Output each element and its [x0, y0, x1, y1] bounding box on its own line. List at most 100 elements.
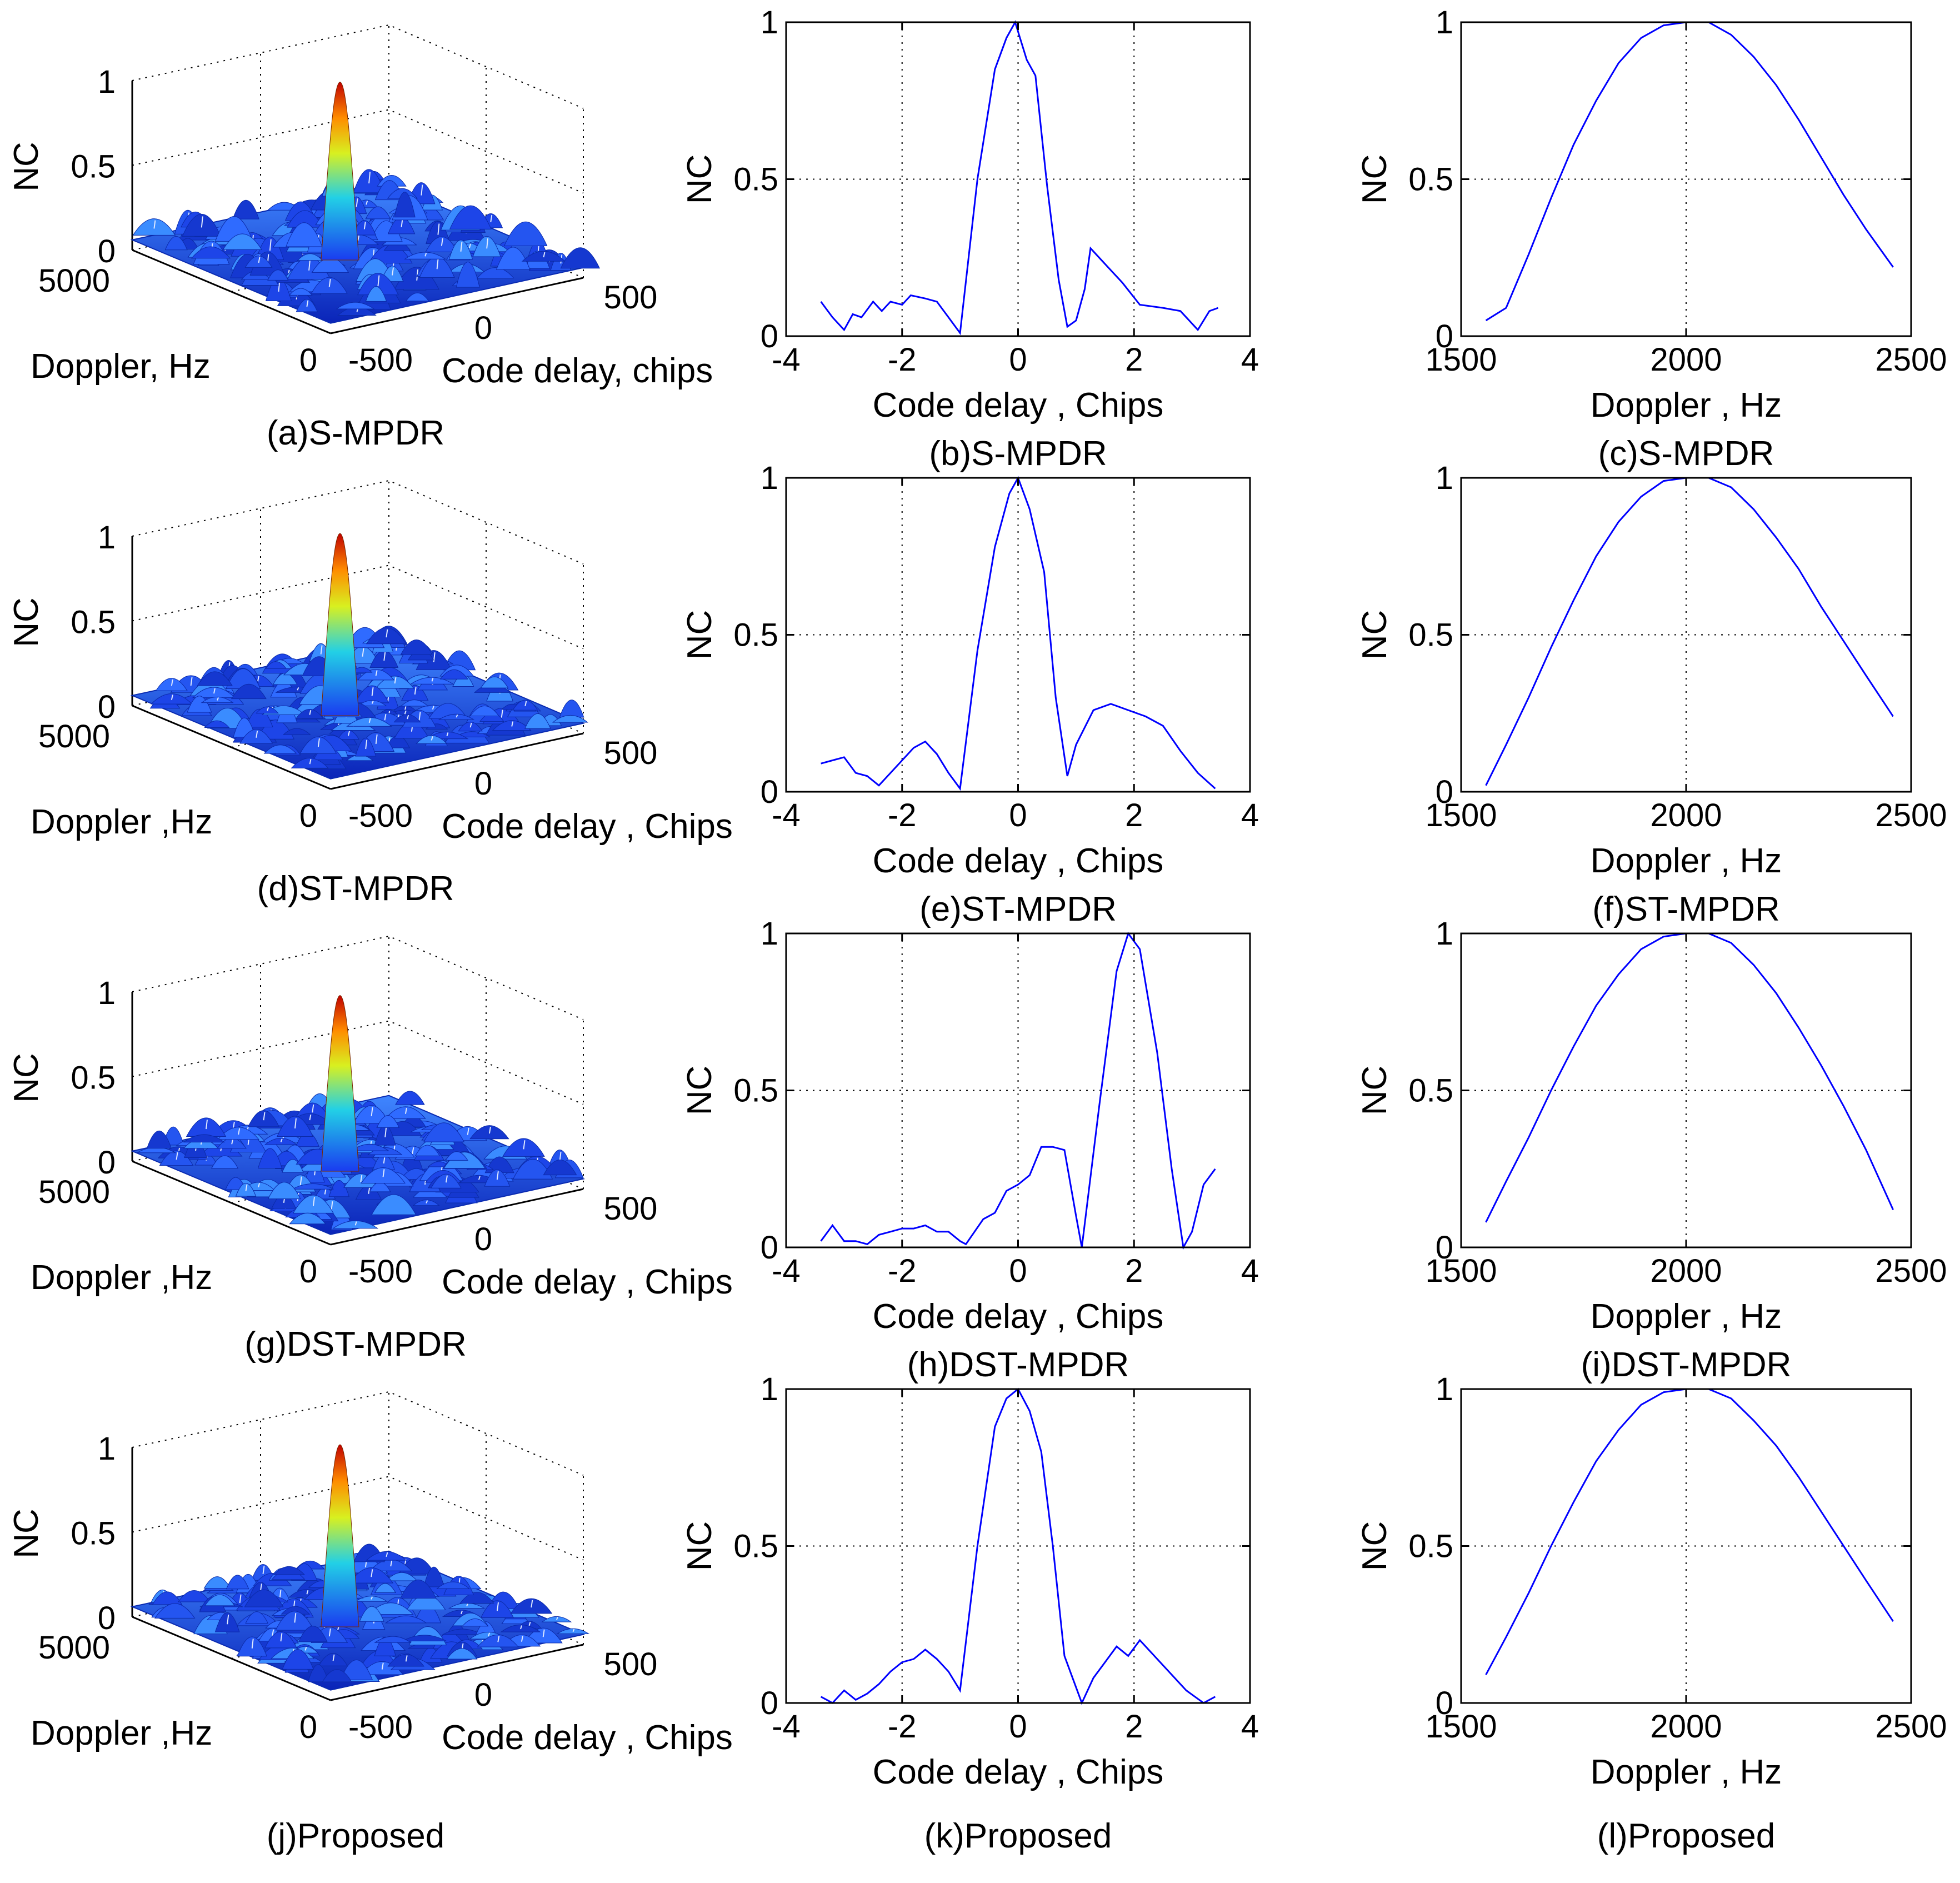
- surface-highlight: [360, 1175, 363, 1182]
- grid-line-z: [132, 1476, 584, 1561]
- surface-bump: [154, 1603, 196, 1619]
- x-tick-label: -4: [772, 1253, 801, 1289]
- surface-highlight: [328, 1628, 331, 1637]
- surface-bump: [191, 246, 231, 259]
- x-tick-label: 2: [1125, 1253, 1143, 1289]
- surface-highlight: [496, 1602, 499, 1611]
- y-tick-label: -500: [348, 342, 413, 378]
- surface-highlight: [421, 184, 423, 196]
- surface-bump: [365, 206, 391, 219]
- z-axis-label: NC: [7, 597, 46, 647]
- surface-highlight: [383, 652, 386, 661]
- surface-highlight: [317, 738, 320, 747]
- surface-highlight: [356, 198, 358, 207]
- y-tick-label: 0.5: [1408, 1073, 1453, 1109]
- surface-highlight: [320, 645, 323, 655]
- surface-highlight: [309, 710, 312, 715]
- y-tick-label: 0: [474, 310, 492, 346]
- z-tick-label: 0: [98, 233, 116, 269]
- y-tick-label: 0.5: [733, 162, 778, 198]
- x-tick-label: 4: [1241, 1253, 1259, 1289]
- x-tick-label: -2: [888, 1709, 917, 1745]
- x-axis-label: Code delay , Chips: [873, 1753, 1164, 1791]
- surface-highlight: [426, 1200, 428, 1204]
- surface-bump: [298, 1626, 328, 1642]
- surface-highlight: [331, 1201, 333, 1211]
- subplot-caption: (c)S-MPDR: [1598, 434, 1774, 473]
- surface-highlight: [394, 677, 397, 684]
- surface-bump: [400, 640, 433, 655]
- surface-highlight: [418, 712, 421, 721]
- surface-highlight: [424, 252, 427, 257]
- surface-highlight: [238, 1128, 241, 1135]
- surface-bump: [405, 292, 429, 302]
- y-axis-label: NC: [681, 1521, 719, 1571]
- y-axis-label: NC: [1356, 154, 1394, 204]
- series-line: [820, 1387, 1216, 1705]
- y-tick-label: 1: [1436, 916, 1453, 952]
- x-tick-label: 2000: [1650, 1253, 1722, 1289]
- surface-highlight: [407, 715, 409, 720]
- x-axis-label: Doppler , Hz: [1591, 1297, 1782, 1336]
- y-axis-line: [330, 277, 584, 334]
- grid-line-z: [132, 1391, 584, 1476]
- series-line: [821, 476, 1216, 791]
- correlation-peak: [321, 533, 359, 716]
- surface-highlight: [414, 686, 417, 695]
- x-axis-label: Doppler, Hz: [31, 347, 211, 386]
- surface-highlight: [309, 1114, 312, 1121]
- surface-highlight: [542, 1629, 545, 1637]
- surface-highlight: [456, 714, 458, 718]
- x-axis-label: Code delay , Chips: [873, 1297, 1164, 1336]
- x-tick-label: 2: [1125, 797, 1143, 833]
- surface-highlight: [469, 722, 472, 728]
- surface-highlight: [521, 1636, 523, 1642]
- surface-highlight: [269, 239, 272, 251]
- surface-highlight: [306, 300, 309, 307]
- x-tick-label: -4: [772, 797, 801, 833]
- surface-highlight: [332, 1654, 335, 1661]
- surface-bump: [267, 1182, 301, 1200]
- x-tick-label: -2: [888, 342, 917, 378]
- surface-bump: [204, 720, 230, 728]
- surface-bump: [423, 1122, 465, 1142]
- y-tick-label: 1: [761, 1371, 778, 1407]
- grid-line-z: [132, 24, 584, 109]
- x-axis-line: [132, 1616, 331, 1701]
- surface-highlight: [308, 259, 311, 271]
- z-axis-label: NC: [7, 142, 46, 192]
- x-axis-label: Doppler , Hz: [1591, 1753, 1782, 1791]
- surface-highlight: [460, 242, 463, 252]
- surface-highlight: [366, 201, 368, 205]
- chart-h: -4 -2 0 2 4 0 0.5 1 Code delay , Chips NC (h)DST-M…: [681, 916, 1259, 1384]
- surface-highlight: [259, 1584, 262, 1591]
- x-tick-label: 2500: [1875, 797, 1947, 833]
- surface-highlight: [446, 732, 449, 736]
- surface-bump: [449, 205, 492, 229]
- surface-highlight: [272, 1629, 274, 1636]
- surface-bump: [384, 1615, 427, 1624]
- surface-bump: [400, 700, 429, 707]
- surface-highlight: [375, 670, 378, 676]
- surface-highlight: [437, 223, 440, 235]
- surface-highlight: [386, 1552, 388, 1557]
- x-tick-label: 0: [299, 1709, 317, 1745]
- x-tick-label: 1500: [1425, 1709, 1497, 1745]
- z-tick-label: 1: [98, 520, 116, 556]
- x-tick-label: 2500: [1875, 342, 1947, 378]
- grid-line-z: [132, 565, 584, 650]
- surface-highlight: [294, 1613, 297, 1623]
- surface-highlight: [267, 707, 269, 711]
- y-tick-label: 1: [1436, 1371, 1453, 1407]
- surface-bump: [365, 286, 387, 302]
- y-tick-label: 1: [761, 916, 778, 952]
- surface-bump: [232, 200, 259, 219]
- surface-highlight: [348, 731, 350, 736]
- x-axis-label: Doppler , Hz: [1591, 842, 1782, 880]
- x-tick-label: 5000: [38, 718, 110, 755]
- grid-line-z: [132, 935, 584, 1020]
- z-tick-label: 1: [98, 975, 116, 1011]
- y-axis-label: Code delay , Chips: [442, 1719, 733, 1757]
- y-axis-line: [330, 1188, 584, 1246]
